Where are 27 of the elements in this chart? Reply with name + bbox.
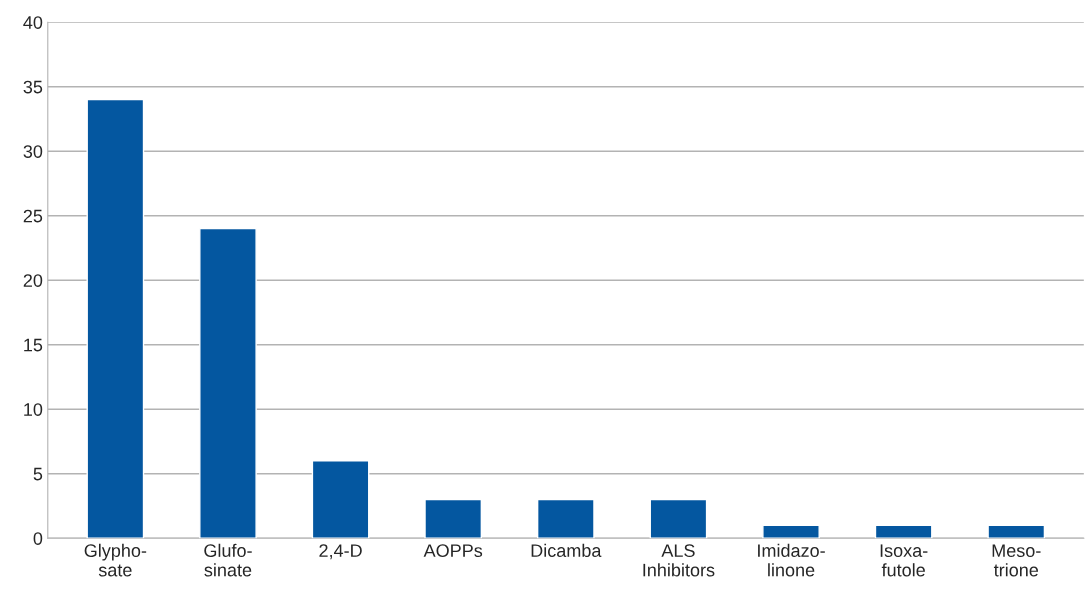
y-tick-label: 35 <box>23 80 43 94</box>
bar <box>874 524 933 539</box>
y-tick-label: 15 <box>24 338 43 352</box>
x-tick-label: Glypho- sate <box>84 543 147 577</box>
x-tick-label: Imidazo- linone <box>758 543 825 577</box>
y-tick-label: 0 <box>33 532 43 545</box>
x-tick-label: 2,4-D <box>319 544 362 560</box>
y-tick-label: 20 <box>23 274 43 287</box>
bar <box>86 98 145 539</box>
y-tick-label: 10 <box>24 403 43 416</box>
x-tick-label: AOPPs <box>423 544 483 558</box>
x-tick-label: Isoxa- futole <box>880 544 928 577</box>
bar <box>762 524 820 539</box>
x-tick-label: Dicamba <box>531 543 602 558</box>
y-tick-label: 25 <box>23 209 43 223</box>
x-tick-label: Meso- trione <box>992 544 1041 577</box>
bar <box>424 498 483 539</box>
bar <box>649 498 708 539</box>
y-tick-label: 30 <box>23 145 43 158</box>
bar <box>536 498 595 539</box>
bar <box>199 227 257 539</box>
y-tick-label: 40 <box>23 16 43 29</box>
x-tick-label: Glufo- sinate <box>204 543 252 577</box>
x-tick-label: ALS Inhibitors <box>643 544 715 577</box>
bar <box>311 460 370 539</box>
y-tick-label: 5 <box>33 467 43 481</box>
bar <box>987 524 1046 539</box>
